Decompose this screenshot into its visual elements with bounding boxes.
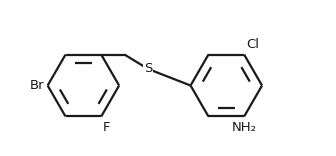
Text: Cl: Cl [246, 38, 259, 51]
Text: F: F [103, 121, 111, 134]
Text: Br: Br [30, 79, 45, 92]
Text: S: S [144, 62, 152, 75]
Text: NH₂: NH₂ [232, 121, 257, 134]
